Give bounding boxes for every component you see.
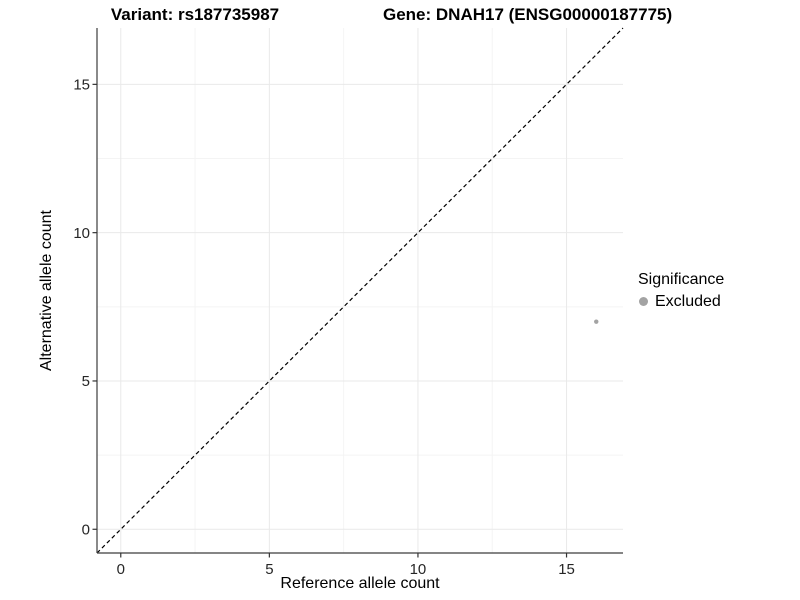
y-tick-label: 15 [73, 77, 90, 94]
legend-title: Significance [638, 271, 725, 288]
plot-title-gene: Gene: DNAH17 (ENSG00000187775) [383, 5, 673, 24]
data-point-excluded [594, 319, 599, 324]
plot-title-variant: Variant: rs187735987 [110, 5, 280, 24]
y-axis-title: Alternative allele count [38, 210, 55, 371]
x-axis-title: Reference allele count [280, 575, 440, 592]
y-tick-label: 10 [73, 225, 90, 242]
y-tick-label: 5 [82, 373, 90, 390]
legend: Significance Excluded [638, 270, 724, 311]
x-tick-label: 15 [558, 561, 575, 578]
identity-dashed-line [96, 27, 624, 554]
x-tick-label: 5 [265, 561, 273, 578]
excluded-circle-icon [639, 297, 648, 306]
x-tick-label: 0 [117, 561, 125, 578]
legend-item-excluded: Excluded [638, 292, 724, 311]
x-tick-label: 10 [410, 561, 427, 578]
y-tick-label: 0 [82, 522, 90, 539]
legend-item-label: Excluded [655, 293, 721, 310]
